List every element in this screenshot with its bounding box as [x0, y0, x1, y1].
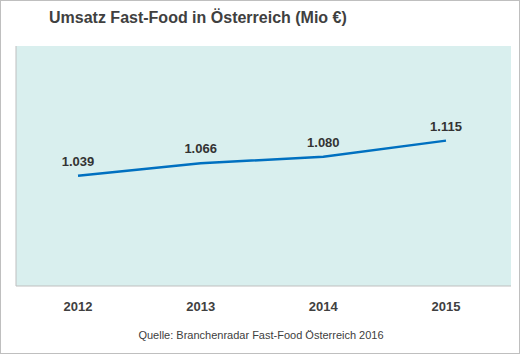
svg-text:2013: 2013 [186, 299, 215, 314]
svg-text:1.080: 1.080 [307, 135, 340, 150]
html-text:Quelle: Branchenradar Fast-Foo: Quelle: Branchenradar Fast-Food Österrei… [138, 329, 384, 341]
svg-text:2014: 2014 [309, 299, 339, 314]
svg-text:2012: 2012 [64, 299, 93, 314]
svg-text:1.066: 1.066 [184, 141, 217, 156]
svg-text:1.115: 1.115 [430, 119, 462, 134]
svg-text:1.039: 1.039 [62, 154, 95, 169]
svg-text:2015: 2015 [432, 299, 461, 314]
html-text:Umsatz Fast-Food in Österreich: Umsatz Fast-Food in Österreich (Mio €) [49, 9, 347, 26]
